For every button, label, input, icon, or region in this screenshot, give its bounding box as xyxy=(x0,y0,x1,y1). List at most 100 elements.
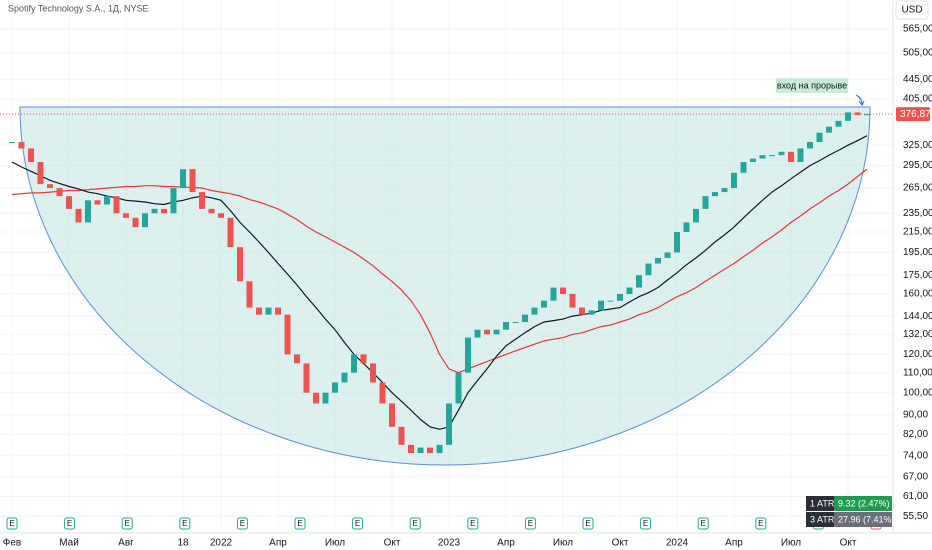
atr-value: 9.32 (2.47%) xyxy=(838,498,890,508)
x-tick-label: Июл xyxy=(553,538,573,549)
y-tick-label: 160,00 xyxy=(903,289,932,300)
earnings-label: E xyxy=(9,519,14,528)
candle xyxy=(484,329,490,335)
candle xyxy=(28,148,34,163)
earnings-label: E xyxy=(470,519,475,528)
candle xyxy=(246,281,253,308)
earnings-label: E xyxy=(413,519,418,528)
candle xyxy=(579,307,585,315)
candle xyxy=(370,363,376,383)
y-tick-label: 67,00 xyxy=(903,471,928,482)
earnings-marker xyxy=(524,517,536,530)
candle xyxy=(598,300,604,311)
earnings-label: E xyxy=(701,519,706,528)
candle xyxy=(569,294,576,308)
candle xyxy=(294,354,300,364)
last-price-box xyxy=(896,107,930,122)
candle xyxy=(142,213,148,228)
candle xyxy=(503,322,509,330)
earnings-label: E xyxy=(643,519,648,528)
x-tick-label: Июл xyxy=(781,538,801,549)
candle xyxy=(436,444,443,454)
candle xyxy=(645,263,652,276)
candle xyxy=(493,329,500,335)
y-tick-label: 100,00 xyxy=(903,387,932,398)
candle xyxy=(360,354,367,364)
earnings-marker xyxy=(6,517,18,530)
candle xyxy=(626,287,633,295)
candle xyxy=(303,363,310,393)
candle xyxy=(702,196,709,209)
candle xyxy=(512,322,519,324)
candle xyxy=(674,231,680,253)
candle xyxy=(75,208,82,223)
y-tick-label: 120,00 xyxy=(903,349,932,360)
currency-button[interactable] xyxy=(895,0,929,20)
candle xyxy=(85,200,91,223)
earnings-marker xyxy=(582,517,594,530)
y-tick-label: 74,00 xyxy=(903,451,928,462)
candle xyxy=(522,314,528,323)
candle xyxy=(417,447,424,454)
x-tick-label: Окт xyxy=(384,538,401,549)
earnings-marker xyxy=(755,517,767,530)
x-tick-label: Окт xyxy=(840,538,857,549)
candle xyxy=(455,372,462,404)
earnings-marker xyxy=(352,517,364,530)
earnings-label: E xyxy=(67,519,72,528)
candle xyxy=(664,252,671,258)
annotation-arrow xyxy=(855,94,865,106)
y-tick-label: 55,50 xyxy=(903,511,928,522)
moving-average xyxy=(11,168,868,374)
candle xyxy=(123,213,129,218)
candle xyxy=(835,120,842,127)
grid xyxy=(0,0,893,533)
earnings-marker xyxy=(640,517,652,530)
y-tick-label: 325,00 xyxy=(903,140,932,151)
candle xyxy=(56,188,63,197)
candle xyxy=(617,294,623,301)
candle xyxy=(788,151,794,163)
annotation: вход на прорыве xyxy=(777,80,847,90)
candle xyxy=(37,162,44,185)
candle xyxy=(474,329,481,338)
earnings-marker xyxy=(121,517,133,530)
candle xyxy=(66,196,72,209)
candle xyxy=(170,188,177,214)
candle xyxy=(531,307,538,315)
earnings-label: E xyxy=(297,519,302,528)
candle xyxy=(341,372,348,383)
atr-name-box xyxy=(806,512,834,527)
candle xyxy=(218,213,224,218)
earnings-marker xyxy=(294,517,306,530)
earnings-marker xyxy=(697,517,709,530)
candle xyxy=(826,126,832,133)
annotation-box xyxy=(776,78,848,93)
chart-title: Spotify Technology S.A., 1Д, NYSE xyxy=(8,3,149,13)
plot xyxy=(9,112,870,454)
y-tick-label: 265,00 xyxy=(903,183,932,194)
earnings-marker xyxy=(236,517,248,530)
atr-value-box xyxy=(834,496,892,511)
x-tick-label: Окт xyxy=(612,538,629,549)
candle xyxy=(465,337,471,373)
candle xyxy=(18,142,25,149)
earnings-label: E xyxy=(182,519,187,528)
y-tick-label: 110,00 xyxy=(903,367,932,378)
y-tick-label: 195,00 xyxy=(903,247,932,258)
y-tick-label: 215,00 xyxy=(903,227,932,238)
candle xyxy=(655,257,661,264)
candle xyxy=(199,192,205,209)
x-tick-label: 2024 xyxy=(666,538,689,549)
candle xyxy=(721,188,728,193)
candle xyxy=(47,184,53,189)
candle xyxy=(731,172,737,189)
y-tick-label: 90,00 xyxy=(903,409,928,420)
y-tick-label: 445,00 xyxy=(903,74,932,85)
currency[interactable]: USD xyxy=(901,5,922,16)
candle xyxy=(322,392,329,404)
candle xyxy=(408,444,414,454)
x-tick-label: Май xyxy=(59,538,79,549)
y-tick-label: 144,00 xyxy=(903,311,932,322)
